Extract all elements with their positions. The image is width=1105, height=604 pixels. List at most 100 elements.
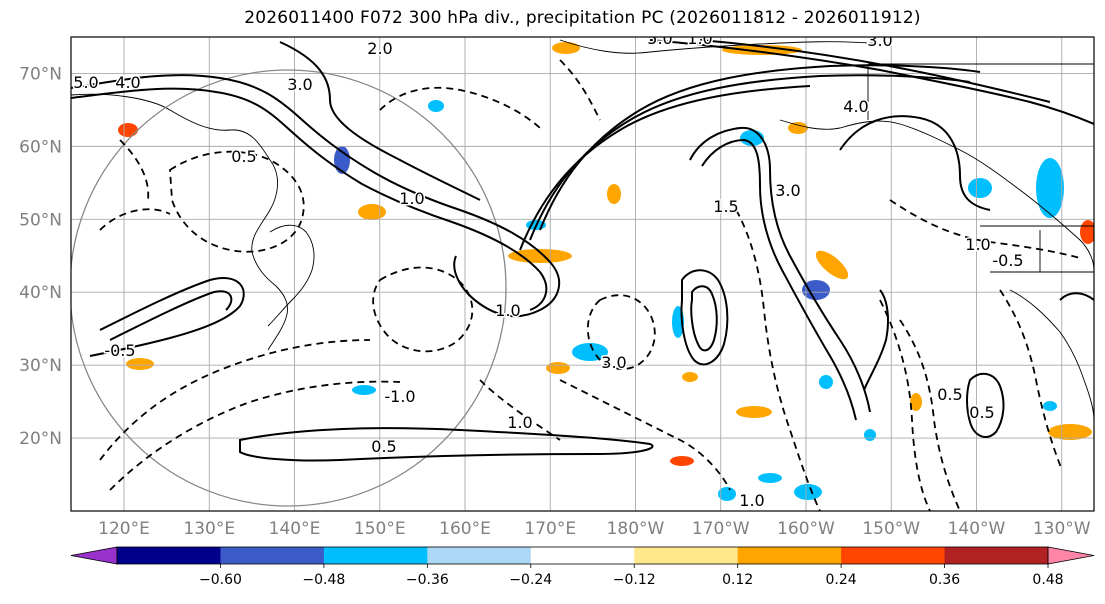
precip-blob <box>1048 424 1092 440</box>
map-frame <box>70 36 1095 512</box>
colorbar-swatch <box>117 547 221 564</box>
precip-blob <box>682 372 698 382</box>
precip-blob <box>607 184 621 204</box>
contour-value-label: -1.0 <box>384 387 415 406</box>
precip-blob <box>1036 158 1064 218</box>
precip-blob <box>910 393 922 411</box>
precip-blob <box>802 280 830 300</box>
lat-tick-label: 30°N <box>19 356 62 376</box>
colorbar-frame <box>116 546 1049 565</box>
contour-line <box>586 294 656 370</box>
positive-contours <box>71 39 1094 462</box>
precip-blob <box>572 343 608 361</box>
alaska-border <box>867 63 1094 120</box>
contour-line <box>372 266 474 353</box>
lon-tick-label: 130°E <box>183 519 235 539</box>
lon-tick-label: 140°W <box>948 519 1006 539</box>
contour-line <box>839 115 991 211</box>
colorbar-swatch <box>944 547 1049 564</box>
contour-value-label: 0.5 <box>969 403 994 422</box>
precip-blob <box>968 178 992 198</box>
precip-blob <box>334 146 350 174</box>
colorbar-tick-label: −0.60 <box>199 572 242 588</box>
precip-blob <box>758 473 782 483</box>
colorbar-swatch <box>737 547 842 564</box>
colorbar-swatch <box>841 547 946 564</box>
contour-value-label: 4.0 <box>843 97 868 116</box>
contour-line <box>71 87 548 311</box>
colorbar-tick-label: −0.24 <box>509 572 552 588</box>
contour-line <box>119 139 150 201</box>
precip-blob <box>546 362 570 374</box>
contour-value-label: -0.5 <box>992 251 1023 270</box>
longitude-axis: 120°E 130°E 140°E 150°E 160°E 170°E 180°W 170°W… <box>98 519 1091 539</box>
contour-line <box>479 379 561 441</box>
contour-line <box>966 372 1005 438</box>
contour-line <box>559 59 601 121</box>
lon-tick-label: 140°E <box>269 519 321 539</box>
contour-line <box>729 199 821 511</box>
contour-line <box>999 289 1063 471</box>
projection-circle <box>71 69 507 507</box>
contour-value-label: 0.5 <box>371 437 396 456</box>
lat-tick-label: 70°N <box>19 64 62 84</box>
precip-blob <box>552 42 580 54</box>
precip-blob <box>670 456 694 466</box>
contour-line <box>89 277 245 357</box>
contour-value-label: 0.5 <box>937 385 962 404</box>
lon-tick-label: 150°W <box>862 519 920 539</box>
contour-line <box>279 41 481 201</box>
contour-line <box>1059 292 1094 301</box>
precip-blob <box>788 122 808 134</box>
contour-line <box>99 208 171 231</box>
coastlines <box>71 39 1094 421</box>
contour-line <box>701 138 857 421</box>
contour-line <box>239 427 654 462</box>
precip-blob <box>864 429 876 441</box>
precip-blob <box>1043 401 1057 411</box>
lat-tick-label: 40°N <box>19 283 62 303</box>
lat-tick-label: 60°N <box>19 137 62 157</box>
colorbar-tick-label: −0.12 <box>613 572 656 588</box>
negative-contours <box>99 59 1081 511</box>
lon-tick-label: 180°W <box>607 519 665 539</box>
contour-labels: 5.0 4.0 3.0 2.0 1.0 0.5 -0.5 -1.0 1.0 0.5 3.0 1.0 5.… <box>72 29 1025 511</box>
lon-tick-label: 150°E <box>354 519 406 539</box>
colorbar-extend-high <box>1047 546 1095 565</box>
contour-line <box>690 285 718 352</box>
contour-value-label: 5.0 <box>73 73 98 92</box>
contour-value-label: 5.0 <box>647 29 672 48</box>
contour-line <box>899 319 961 511</box>
precip-blob <box>819 375 833 389</box>
colorbar-tick-label: 0.48 <box>1032 572 1063 588</box>
precip-blob <box>736 406 772 418</box>
precip-blob <box>722 45 802 55</box>
precip-blob <box>358 204 386 220</box>
precip-blob <box>428 100 444 112</box>
contour-line <box>71 74 560 318</box>
lat-tick-label: 50°N <box>19 210 62 230</box>
coastline-west-coast <box>1009 289 1094 421</box>
contour-line <box>879 299 931 511</box>
colorbar-swatch <box>634 547 739 564</box>
contour-line <box>169 150 305 253</box>
contour-line <box>379 86 541 129</box>
contour-line <box>689 126 871 413</box>
colorbar-tick-label: −0.48 <box>302 572 345 588</box>
contour-value-label: 2.0 <box>367 39 392 58</box>
coastline-japan <box>267 224 315 327</box>
contour-value-label: 1.0 <box>495 301 520 320</box>
colorbar-swatch <box>530 547 635 564</box>
state-borders <box>980 225 1094 273</box>
contour-value-label: 1.0 <box>739 491 764 510</box>
contour-value-label: 1.0 <box>399 189 424 208</box>
lat-tick-label: 20°N <box>19 429 62 449</box>
colorbar-tick-label: 0.36 <box>929 572 960 588</box>
colorbar-swatch <box>323 547 428 564</box>
precipitation-shading <box>118 42 1094 501</box>
latitude-axis: 70°N 60°N 50°N 40°N 30°N 20°N <box>19 64 62 449</box>
precip-blob <box>352 385 376 395</box>
precip-blob <box>126 358 154 370</box>
precip-blob <box>118 123 138 137</box>
